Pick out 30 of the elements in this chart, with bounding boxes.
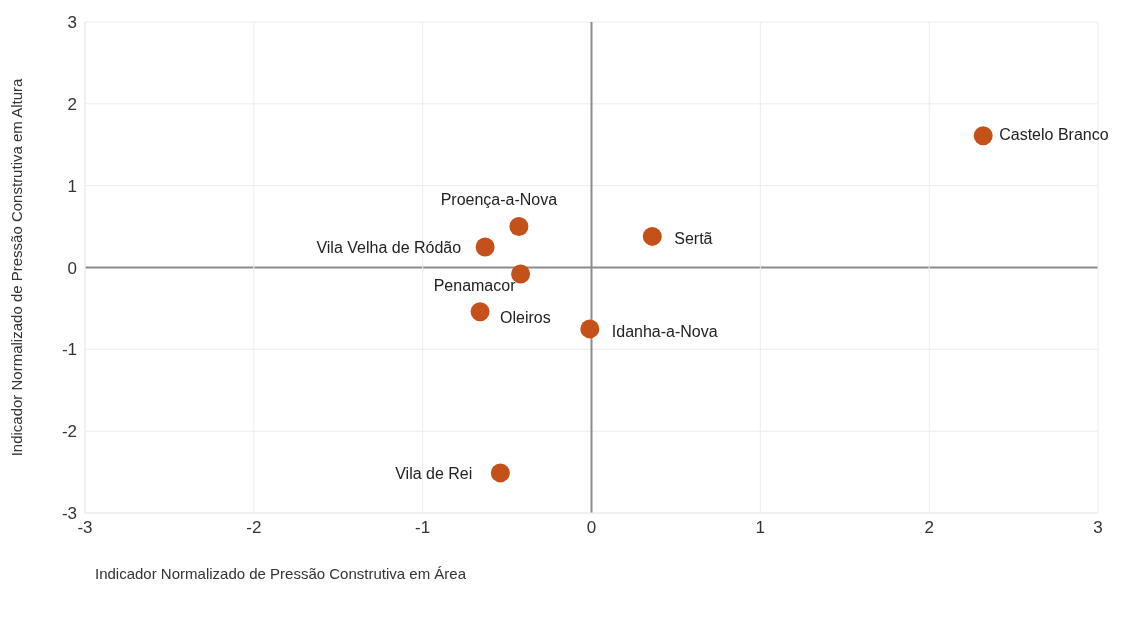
x-tick-label: 3 bbox=[1093, 518, 1103, 538]
x-tick-label: -2 bbox=[246, 518, 262, 538]
x-tick-label: 2 bbox=[924, 518, 934, 538]
point bbox=[470, 302, 490, 322]
y-tick-label: 0 bbox=[67, 258, 77, 278]
annotation: Castelo Branco bbox=[999, 125, 1109, 143]
point bbox=[580, 319, 600, 339]
y-tick-label: -1 bbox=[61, 340, 77, 360]
point bbox=[509, 217, 529, 237]
x-tick-label: 1 bbox=[755, 518, 766, 538]
annotation: Penamacor bbox=[433, 277, 517, 295]
annotation: Vila Velha de Ródão bbox=[316, 239, 462, 257]
y-axis-title: Indicador Normalizado de Pressão Construtiva em Altura bbox=[8, 78, 26, 457]
annotation: Vila de Rei bbox=[395, 464, 473, 482]
annotation: Proença-a-Nova bbox=[440, 190, 558, 208]
y-tick-label: 1 bbox=[67, 176, 77, 196]
annotation: Oleiros bbox=[500, 308, 551, 326]
x-tick-label: 0 bbox=[586, 518, 597, 538]
point bbox=[642, 226, 662, 246]
y-tick-label: -3 bbox=[61, 504, 77, 524]
annotation: Idanha-a-Nova bbox=[611, 322, 718, 340]
point bbox=[490, 463, 510, 483]
y-tick-label: -2 bbox=[61, 422, 77, 442]
x-tick-label: -1 bbox=[415, 518, 431, 538]
x-axis-title: Indicador Normalizado de Pressão Construtiva em Área bbox=[95, 565, 467, 582]
y-tick-label: 2 bbox=[67, 94, 77, 114]
point bbox=[973, 126, 993, 146]
y-tick-label: 3 bbox=[67, 13, 77, 33]
point bbox=[475, 237, 495, 257]
annotation: Sertã bbox=[674, 230, 713, 248]
